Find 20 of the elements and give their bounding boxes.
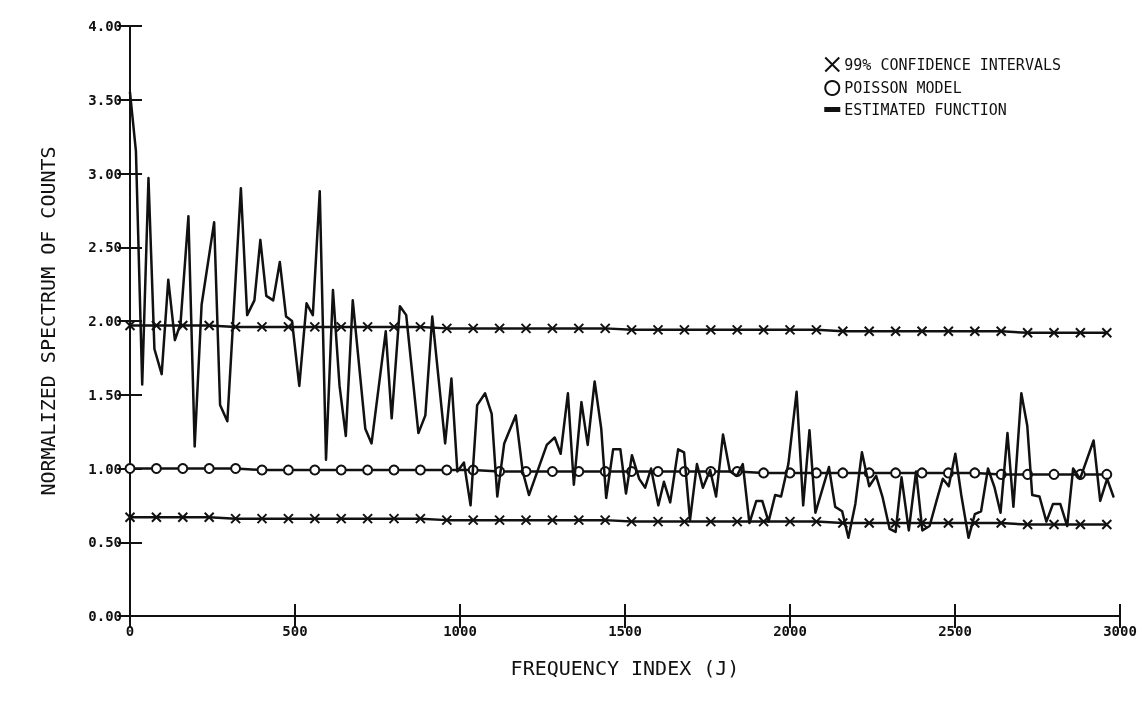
legend-label: 99% CONFIDENCE INTERVALS bbox=[844, 55, 1062, 74]
y-tick-label: 3.50 bbox=[88, 91, 122, 108]
y-tick-label: 0.00 bbox=[88, 608, 122, 624]
legend-label: ESTIMATED FUNCTION bbox=[844, 100, 1007, 119]
x-tick-label: 1000 bbox=[443, 623, 477, 639]
y-tick-label: 1.50 bbox=[88, 386, 122, 403]
legend-label: POISSON MODEL bbox=[844, 79, 962, 97]
y-tick-label: 1.00 bbox=[88, 460, 122, 477]
y-tick-label: 4.00 bbox=[88, 18, 122, 34]
x-tick-label: 500 bbox=[282, 623, 308, 639]
y-tick-label: 2.50 bbox=[88, 239, 122, 256]
y-tick-label: 2.00 bbox=[88, 313, 122, 329]
y-tick-label: 0.50 bbox=[88, 534, 122, 551]
x-tick-label: 2500 bbox=[938, 623, 972, 639]
y-axis-title: NORMALIZED SPECTRUM OF COUNTS bbox=[36, 146, 60, 496]
x-tick-label: 3000 bbox=[1103, 623, 1137, 639]
x-tick-label: 2000 bbox=[773, 623, 807, 639]
y-tick-label: 3.00 bbox=[88, 165, 122, 182]
x-axis-title: FREQUENCY INDEX (J) bbox=[510, 656, 740, 680]
x-tick-label: 1500 bbox=[608, 623, 642, 639]
